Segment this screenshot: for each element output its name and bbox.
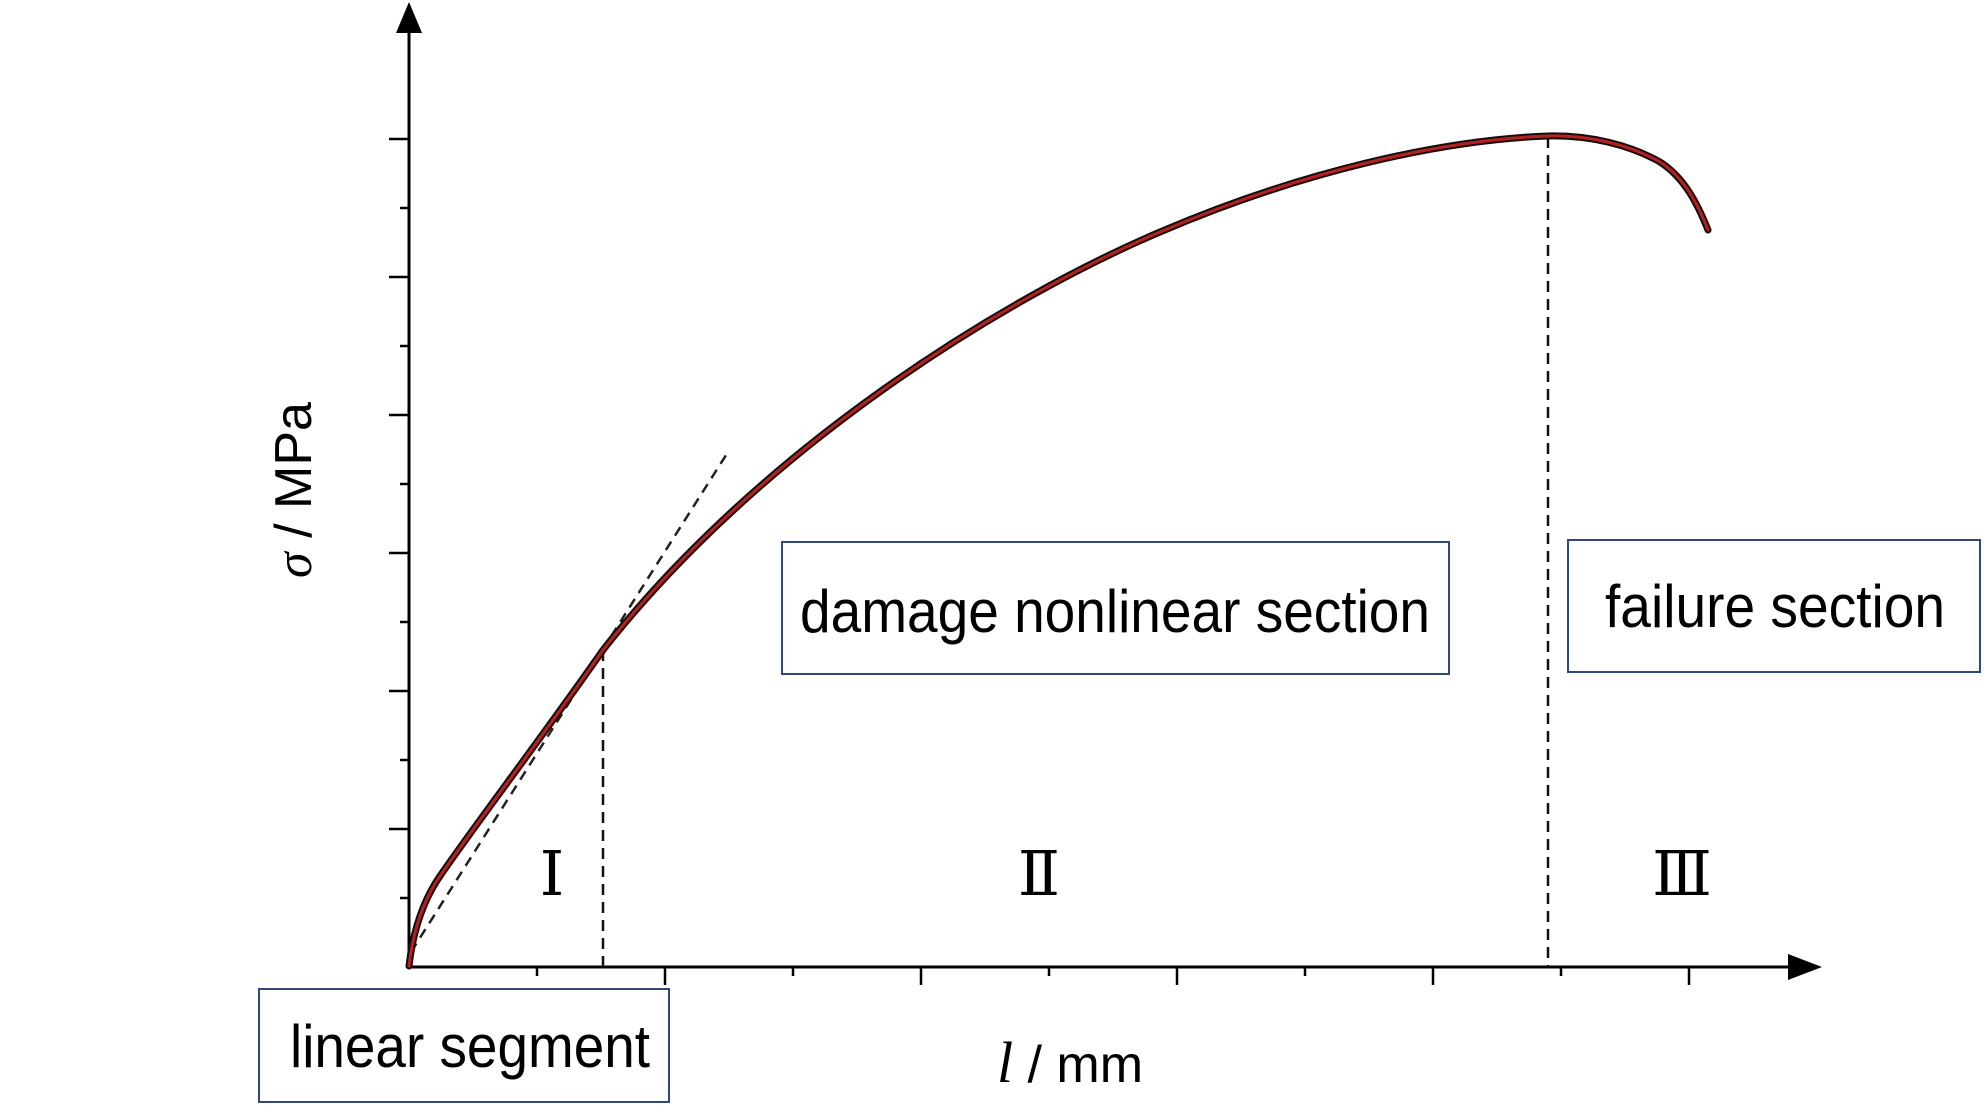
y-axis-ticks <box>389 137 409 900</box>
failure-section-box-border <box>1567 539 1981 673</box>
y-axis <box>389 2 422 967</box>
damage-nonlinear-box-border <box>781 541 1450 675</box>
failure-section-box: failure section <box>1567 539 1981 673</box>
x-axis <box>409 954 1822 985</box>
x-axis-ticks <box>535 967 1691 985</box>
x-axis-unit: / mm <box>1013 1036 1143 1094</box>
y-axis-unit: / MPa <box>265 402 323 552</box>
stage-3-label: Ⅲ <box>1652 841 1712 909</box>
x-axis-symbol: l <box>997 1030 1013 1095</box>
x-axis-arrow-icon <box>1788 954 1822 980</box>
linear-segment-box: linear segment <box>258 988 670 1103</box>
y-axis-arrow-icon <box>396 2 422 33</box>
damage-nonlinear-text: damage nonlinear section <box>800 578 1430 645</box>
linear-segment-box-border <box>258 988 670 1103</box>
stage-2-label: Ⅱ <box>1018 841 1060 909</box>
damage-nonlinear-box: damage nonlinear section <box>781 541 1450 675</box>
y-axis-label: σ / MPa <box>265 402 323 578</box>
y-axis-symbol: σ <box>266 550 323 578</box>
failure-section-text: failure section <box>1605 573 1945 640</box>
linear-segment-text: linear segment <box>290 1013 650 1080</box>
stress-curve-highlight <box>407 134 1710 968</box>
stage-1-label: Ⅰ <box>540 841 565 909</box>
x-axis-label: l / mm <box>997 1030 1143 1095</box>
